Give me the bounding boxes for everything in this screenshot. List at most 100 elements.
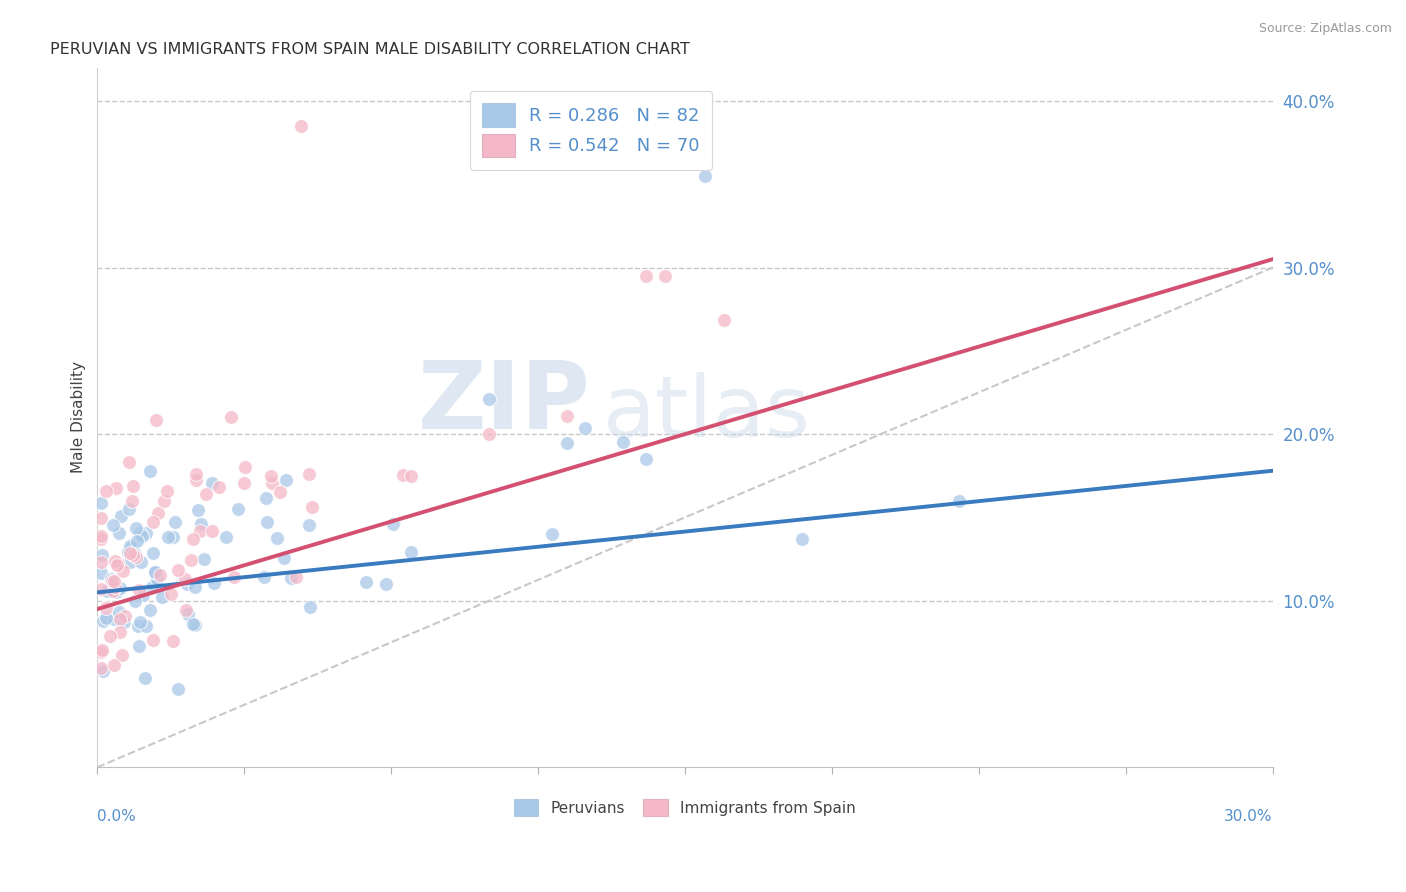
Point bbox=[150, 590, 173, 604]
Point bbox=[103, 657, 125, 672]
Text: 0.0%: 0.0% bbox=[97, 809, 136, 824]
Text: Source: ZipAtlas.com: Source: ZipAtlas.com bbox=[1258, 22, 1392, 36]
Point bbox=[103, 574, 125, 588]
Point bbox=[180, 553, 202, 567]
Point bbox=[184, 473, 207, 487]
Point bbox=[149, 568, 172, 582]
Point bbox=[356, 575, 378, 590]
Point bbox=[541, 526, 564, 541]
Point bbox=[146, 506, 169, 520]
Point bbox=[266, 532, 288, 546]
Point bbox=[184, 581, 207, 595]
Point bbox=[124, 547, 146, 561]
Point bbox=[108, 526, 131, 541]
Point bbox=[125, 549, 148, 564]
Point bbox=[634, 268, 657, 283]
Point bbox=[145, 413, 167, 427]
Point bbox=[128, 615, 150, 629]
Point bbox=[118, 540, 141, 554]
Y-axis label: Male Disability: Male Disability bbox=[72, 361, 86, 474]
Point bbox=[125, 533, 148, 548]
Point bbox=[188, 524, 211, 538]
Point bbox=[399, 545, 422, 559]
Point bbox=[298, 599, 321, 614]
Point bbox=[273, 550, 295, 565]
Point bbox=[138, 602, 160, 616]
Point bbox=[96, 601, 118, 615]
Point bbox=[201, 524, 224, 539]
Point bbox=[375, 577, 398, 591]
Point bbox=[612, 435, 634, 450]
Point bbox=[233, 460, 256, 475]
Point bbox=[146, 572, 169, 586]
Point bbox=[186, 503, 208, 517]
Point bbox=[105, 558, 128, 572]
Point bbox=[101, 518, 124, 533]
Point bbox=[94, 611, 117, 625]
Point bbox=[124, 594, 146, 608]
Point bbox=[100, 572, 122, 586]
Point bbox=[103, 612, 125, 626]
Point bbox=[654, 268, 676, 283]
Point bbox=[290, 119, 312, 133]
Point bbox=[108, 612, 131, 626]
Point bbox=[948, 493, 970, 508]
Point bbox=[222, 569, 245, 583]
Point bbox=[174, 572, 197, 586]
Point bbox=[557, 435, 579, 450]
Point bbox=[104, 585, 127, 599]
Point bbox=[94, 483, 117, 498]
Point bbox=[122, 548, 145, 562]
Point bbox=[557, 409, 579, 423]
Point bbox=[131, 529, 153, 543]
Point bbox=[143, 566, 166, 580]
Point bbox=[127, 619, 149, 633]
Point bbox=[256, 515, 278, 529]
Point bbox=[184, 617, 207, 632]
Point bbox=[120, 541, 142, 555]
Point bbox=[90, 511, 112, 525]
Point bbox=[108, 581, 131, 595]
Point bbox=[121, 494, 143, 508]
Point bbox=[128, 583, 150, 598]
Point bbox=[792, 533, 814, 547]
Point bbox=[274, 473, 297, 487]
Point bbox=[112, 564, 135, 578]
Text: PERUVIAN VS IMMIGRANTS FROM SPAIN MALE DISABILITY CORRELATION CHART: PERUVIAN VS IMMIGRANTS FROM SPAIN MALE D… bbox=[51, 42, 690, 57]
Point bbox=[142, 515, 165, 529]
Point bbox=[693, 169, 716, 183]
Point bbox=[110, 624, 132, 639]
Point bbox=[90, 660, 112, 674]
Point bbox=[142, 546, 165, 560]
Point bbox=[107, 556, 129, 570]
Point bbox=[214, 530, 236, 544]
Point bbox=[128, 640, 150, 654]
Point bbox=[634, 451, 657, 466]
Point bbox=[181, 616, 204, 631]
Point bbox=[90, 566, 112, 580]
Point bbox=[177, 607, 200, 622]
Point bbox=[256, 491, 278, 505]
Point bbox=[108, 605, 131, 619]
Point bbox=[284, 570, 307, 584]
Point bbox=[132, 589, 155, 603]
Point bbox=[134, 671, 156, 685]
Point bbox=[141, 580, 163, 594]
Point bbox=[114, 609, 136, 624]
Point bbox=[128, 526, 150, 541]
Point bbox=[90, 582, 112, 596]
Point bbox=[91, 548, 114, 562]
Point bbox=[96, 584, 118, 599]
Point bbox=[221, 409, 243, 424]
Point bbox=[91, 664, 114, 678]
Point bbox=[262, 475, 284, 490]
Point bbox=[190, 517, 212, 532]
Point bbox=[162, 530, 184, 544]
Point bbox=[103, 577, 125, 591]
Point bbox=[176, 576, 198, 591]
Point bbox=[181, 532, 204, 546]
Point bbox=[112, 615, 135, 629]
Point bbox=[129, 555, 152, 569]
Point bbox=[186, 467, 208, 481]
Point bbox=[233, 476, 256, 491]
